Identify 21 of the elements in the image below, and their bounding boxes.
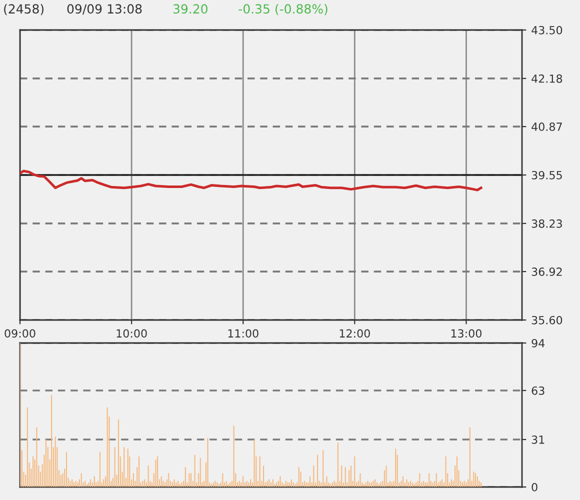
x-tick-label: 12:00 [340,329,370,338]
chart-subtitle: 09/09 13:08 [67,4,142,15]
line-series [20,170,482,192]
y-tick-label: 38.23 [532,219,562,228]
y-tick-label: 0 [532,482,538,492]
y-tick-label: 31 [532,435,544,444]
y-tick-label: 42.18 [532,74,562,83]
chart-title: (2458) [4,4,44,16]
text: -0.35 (-0.88%) [238,4,328,16]
x-tick-label: 10:00 [116,329,147,338]
y-tick-label: 35.60 [532,316,562,324]
x-tick-label: 13:00 [451,329,482,338]
y-tick-label: 43.50 [532,26,562,34]
y-tick-label: 39.55 [532,170,562,180]
x-tick-label: 11:00 [228,329,258,338]
y-tick-label: 94 [532,338,545,348]
text: 39.20 [173,4,208,14]
y-tick-label: 63 [532,386,544,395]
y-tick-label: 40.87 [532,122,562,131]
x-tick-label: 09:00 [4,329,36,338]
y-tick-label: 36.92 [532,268,562,276]
